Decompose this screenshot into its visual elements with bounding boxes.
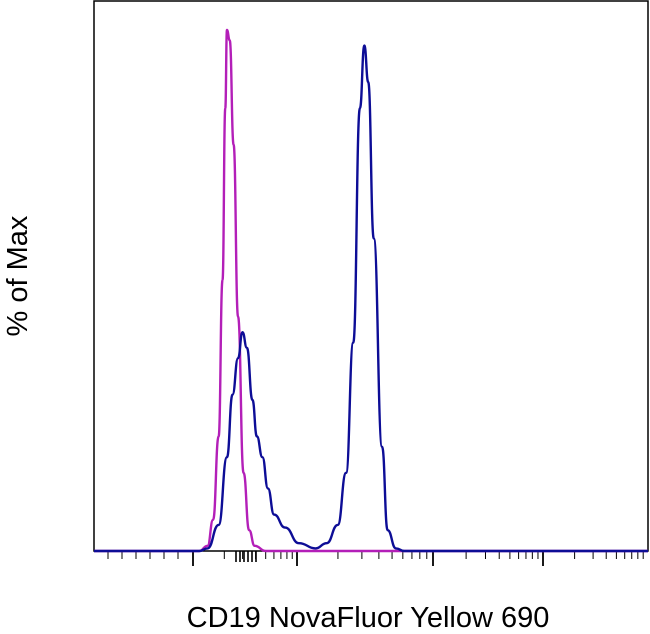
x-axis-label: CD19 NovaFluor Yellow 690 (187, 602, 550, 634)
series-group (94, 28, 648, 553)
plot-frame (93, 0, 649, 552)
cd19-histogram-line (94, 44, 648, 553)
isotype-histogram-line (94, 28, 648, 553)
y-axis-label: % of Max (2, 215, 34, 336)
x-axis-ticks (107, 551, 644, 566)
